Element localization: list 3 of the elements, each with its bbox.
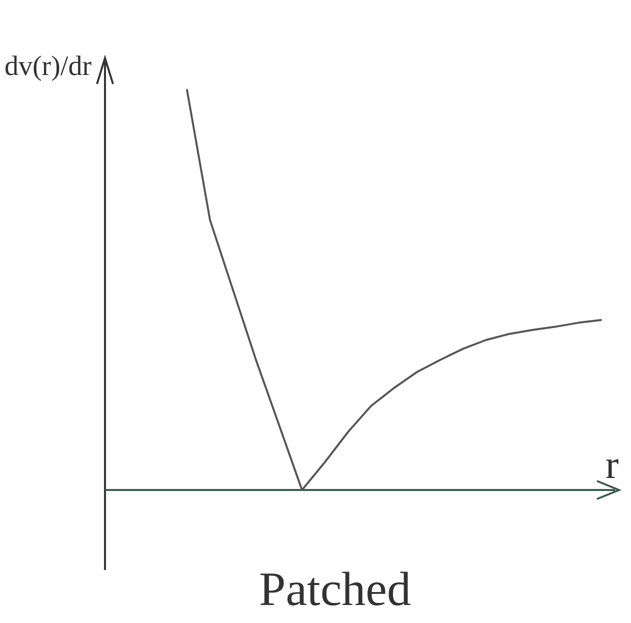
x-axis-title: r (605, 442, 619, 487)
y-axis-title: dv(r)/dr (4, 51, 92, 82)
text: Patched (259, 563, 411, 616)
